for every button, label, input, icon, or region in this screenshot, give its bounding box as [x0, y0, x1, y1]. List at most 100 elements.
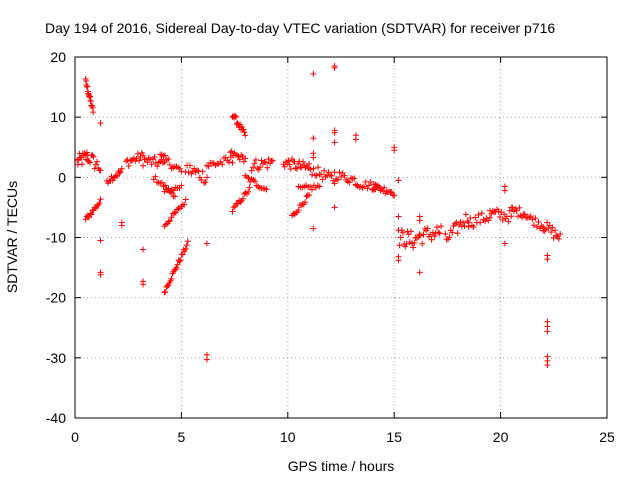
data-point [85, 158, 92, 165]
data-point [162, 182, 169, 189]
data-point [95, 201, 102, 208]
data-point [194, 167, 201, 174]
data-point [134, 150, 141, 157]
data-point [548, 229, 555, 236]
data-point [316, 183, 323, 190]
data-point [148, 161, 155, 168]
chart-title: Day 194 of 2016, Sidereal Day-to-day VTE… [45, 20, 555, 36]
data-point [513, 207, 520, 214]
data-point [411, 239, 418, 246]
data-point [419, 240, 426, 247]
data-point [123, 158, 130, 165]
y-tick-label: -40 [46, 410, 66, 426]
data-point [307, 166, 314, 173]
data-point [285, 157, 292, 164]
data-point [254, 165, 261, 172]
data-point [251, 160, 258, 167]
data-point [240, 126, 247, 133]
data-point [255, 166, 262, 173]
data-point [87, 210, 94, 217]
data-point [295, 206, 302, 213]
data-point [413, 235, 420, 241]
y-tick-labels: 20 10 0 -10 -20 -30 -40 [46, 49, 66, 426]
data-point [88, 211, 95, 218]
data-point [147, 156, 154, 163]
data-point [388, 189, 395, 196]
data-point [331, 180, 338, 187]
data-point [246, 184, 253, 191]
data-point [300, 158, 306, 165]
data-point [545, 225, 552, 232]
data-point [395, 213, 402, 220]
data-point [239, 195, 246, 202]
data-point [533, 223, 540, 230]
data-point [226, 159, 233, 166]
data-point [242, 132, 249, 139]
data-point [144, 159, 151, 166]
data-point [140, 152, 147, 159]
data-point [389, 192, 396, 199]
data-point [236, 156, 243, 163]
data-point [182, 196, 189, 203]
data-point [140, 246, 147, 253]
data-point [544, 219, 551, 226]
data-point [232, 112, 239, 119]
data-point [227, 149, 234, 156]
data-point [240, 158, 247, 165]
data-point [178, 182, 185, 189]
data-point [501, 187, 508, 194]
data-point [165, 156, 172, 163]
data-point [429, 229, 436, 236]
data-point [250, 164, 257, 171]
data-point [521, 211, 528, 218]
data-point [382, 190, 389, 197]
data-point [158, 179, 165, 186]
x-tick-label: 0 [71, 429, 79, 445]
data-point [435, 229, 442, 236]
data-point [369, 186, 376, 193]
data-point [544, 256, 551, 263]
data-point [97, 120, 104, 127]
data-point [89, 152, 96, 159]
data-point [460, 219, 467, 226]
data-point [470, 224, 477, 231]
data-point [245, 188, 252, 195]
data-point [79, 161, 86, 168]
data-point [174, 261, 181, 268]
data-point [457, 218, 464, 225]
x-tick-label: 25 [599, 429, 615, 445]
data-point [219, 161, 226, 168]
data-point [83, 149, 90, 156]
data-point [446, 234, 453, 241]
data-point [509, 204, 516, 211]
data-point [198, 177, 205, 184]
data-point [532, 215, 539, 222]
data-point [165, 218, 172, 225]
data-point [557, 230, 564, 237]
x-tick-label: 5 [178, 429, 186, 445]
data-point [202, 179, 209, 186]
data-point [454, 230, 461, 237]
data-points [74, 63, 564, 369]
data-point [313, 172, 320, 179]
data-point [151, 154, 158, 161]
x-tick-labels: 0 5 10 15 20 25 [71, 429, 615, 445]
data-point [97, 196, 104, 203]
data-point [365, 182, 372, 189]
data-point [179, 251, 186, 258]
data-point [237, 199, 244, 206]
data-point [417, 232, 424, 239]
data-point [310, 135, 317, 142]
data-point [496, 214, 503, 221]
y-tick-label: -20 [46, 290, 66, 306]
data-point [315, 164, 322, 171]
data-point [261, 158, 268, 165]
data-point [530, 222, 537, 229]
data-point [331, 204, 338, 211]
data-point [325, 169, 332, 176]
data-point [550, 235, 557, 242]
data-point [262, 159, 269, 166]
data-point [505, 218, 512, 225]
data-point [242, 155, 249, 162]
data-point [361, 183, 368, 190]
